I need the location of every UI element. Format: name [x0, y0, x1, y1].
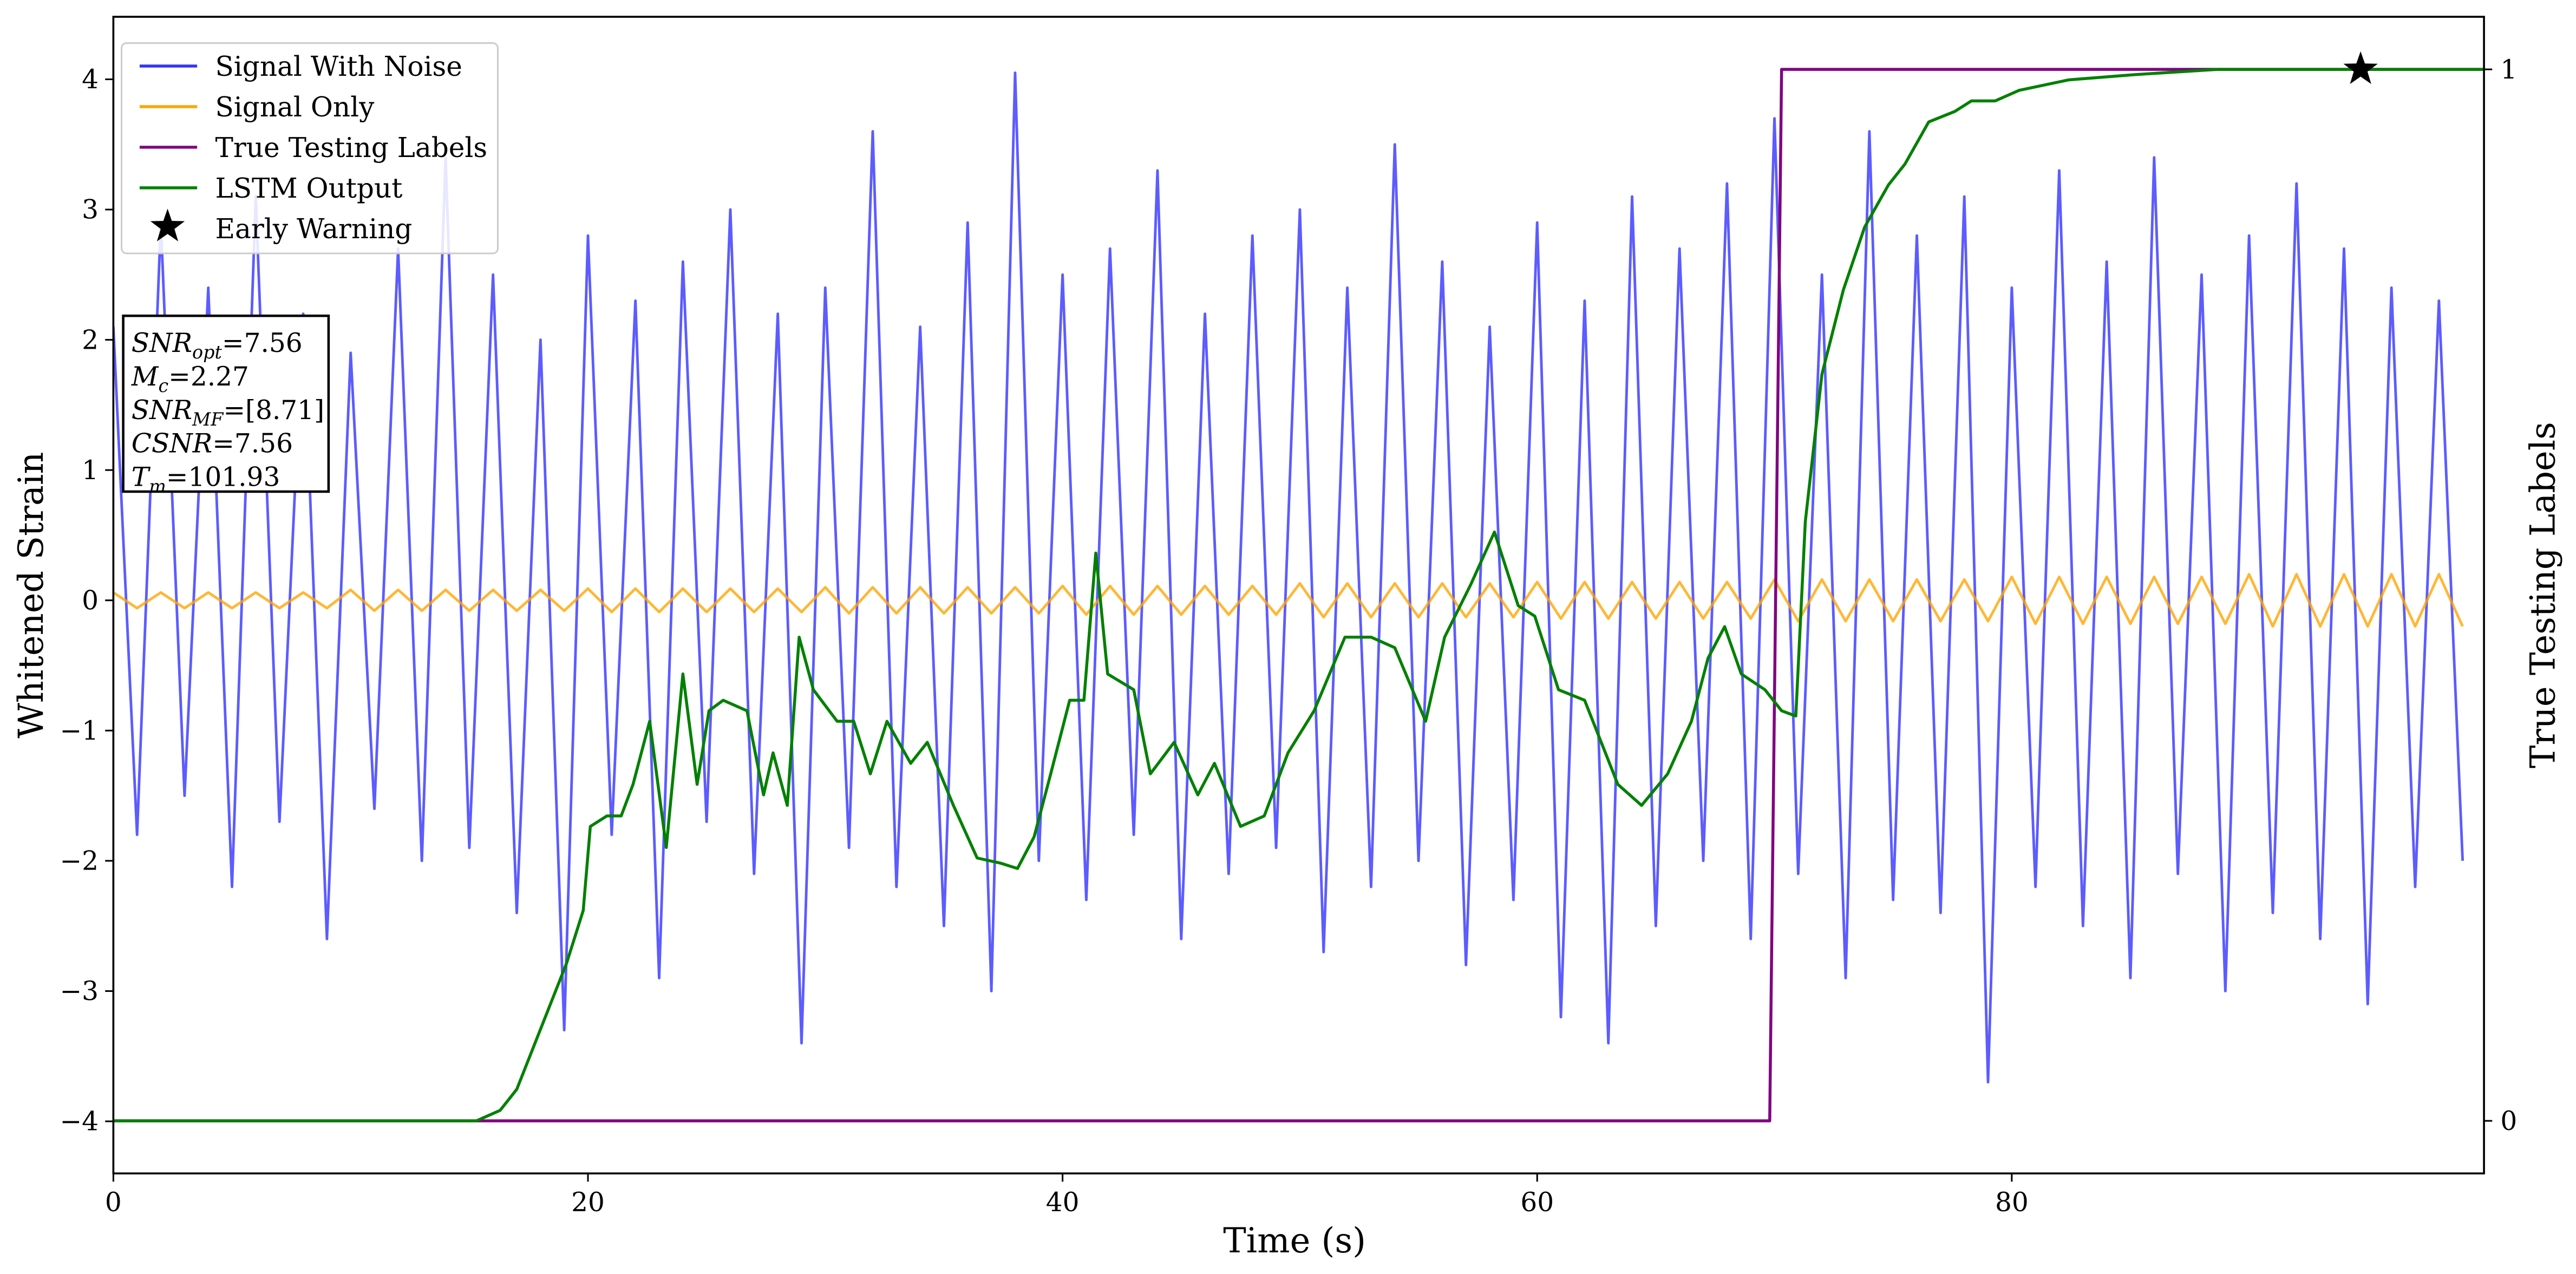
annotation-value: =7.56	[222, 328, 303, 358]
x-tick-label: 80	[1995, 1187, 2029, 1218]
plot-frame	[112, 16, 2485, 1175]
x-axis-label: Time (s)	[1223, 1221, 1366, 1261]
y-tick-label: 4	[82, 64, 99, 95]
legend-label: Signal With Noise	[215, 51, 462, 82]
y-tick-label: 0	[82, 585, 99, 616]
annotation-subscript: c	[158, 375, 168, 396]
annotation-text: Mc=2.27	[131, 362, 249, 396]
legend-box	[121, 42, 499, 254]
annotation-symbol: SNR	[132, 328, 192, 358]
legend: Signal With Noise Signal Only True Testing…	[121, 42, 499, 254]
y2-axis-label: True Testing Labels	[2523, 422, 2564, 768]
y2-tick-label: 1	[2500, 55, 2517, 85]
y-axis-label: Whitened Strain	[11, 452, 51, 739]
series-line	[113, 573, 2464, 628]
annotation-text: SNRMF=[8.71]	[132, 395, 324, 430]
y-tick-label: −1	[60, 716, 99, 746]
annotation-text: CSNR=7.56	[132, 429, 293, 459]
series-line	[113, 71, 2464, 1084]
y-tick-label: −4	[60, 1107, 99, 1137]
y-tick-label: −3	[60, 976, 99, 1007]
annotation-subscript: opt	[192, 342, 222, 363]
annotation-subscript: MF	[192, 409, 224, 430]
annotation-text: Tm=101.93	[132, 462, 280, 497]
legend-star	[150, 208, 185, 241]
x-tick-label: 40	[1046, 1187, 1080, 1218]
annotation-symbol: T	[132, 462, 151, 493]
annotation-text: SNRopt=7.56	[132, 328, 303, 363]
x-tick-label: 20	[571, 1187, 605, 1218]
annotation-symbol: CSNR	[132, 429, 212, 459]
annotation-box: SNRopt=7.56Mc=2.27SNRMF=[8.71]CSNR=7.56T…	[122, 314, 330, 497]
y-tick-label: −2	[60, 846, 99, 877]
legend-label: LSTM Output	[215, 173, 403, 204]
annotation-symbol: SNR	[132, 395, 192, 426]
annotation-value: =[8.71]	[223, 395, 324, 426]
plot-area	[113, 68, 2485, 1122]
legend-label: Early Warning	[215, 213, 413, 245]
annotation-value: =101.93	[166, 462, 280, 493]
x-tick-label: 0	[105, 1187, 122, 1218]
legend-label: Signal Only	[215, 92, 375, 123]
y-tick-label: 2	[82, 325, 99, 355]
annotation-frame	[122, 314, 330, 493]
y2-tick-label: 0	[2500, 1106, 2517, 1136]
x-tick-label: 60	[1520, 1187, 1554, 1218]
y-tick-label: 3	[82, 195, 99, 225]
y-tick-label: 1	[82, 455, 99, 486]
series-line	[113, 68, 2485, 1122]
marker-star	[2343, 51, 2378, 84]
annotation-value: =2.27	[168, 362, 249, 392]
annotation-symbol: M	[131, 362, 159, 392]
legend-label: True Testing Labels	[215, 132, 488, 164]
series-line	[113, 68, 2485, 1122]
annotation-value: =7.56	[212, 429, 293, 459]
annotation-subscript: m	[149, 476, 166, 497]
